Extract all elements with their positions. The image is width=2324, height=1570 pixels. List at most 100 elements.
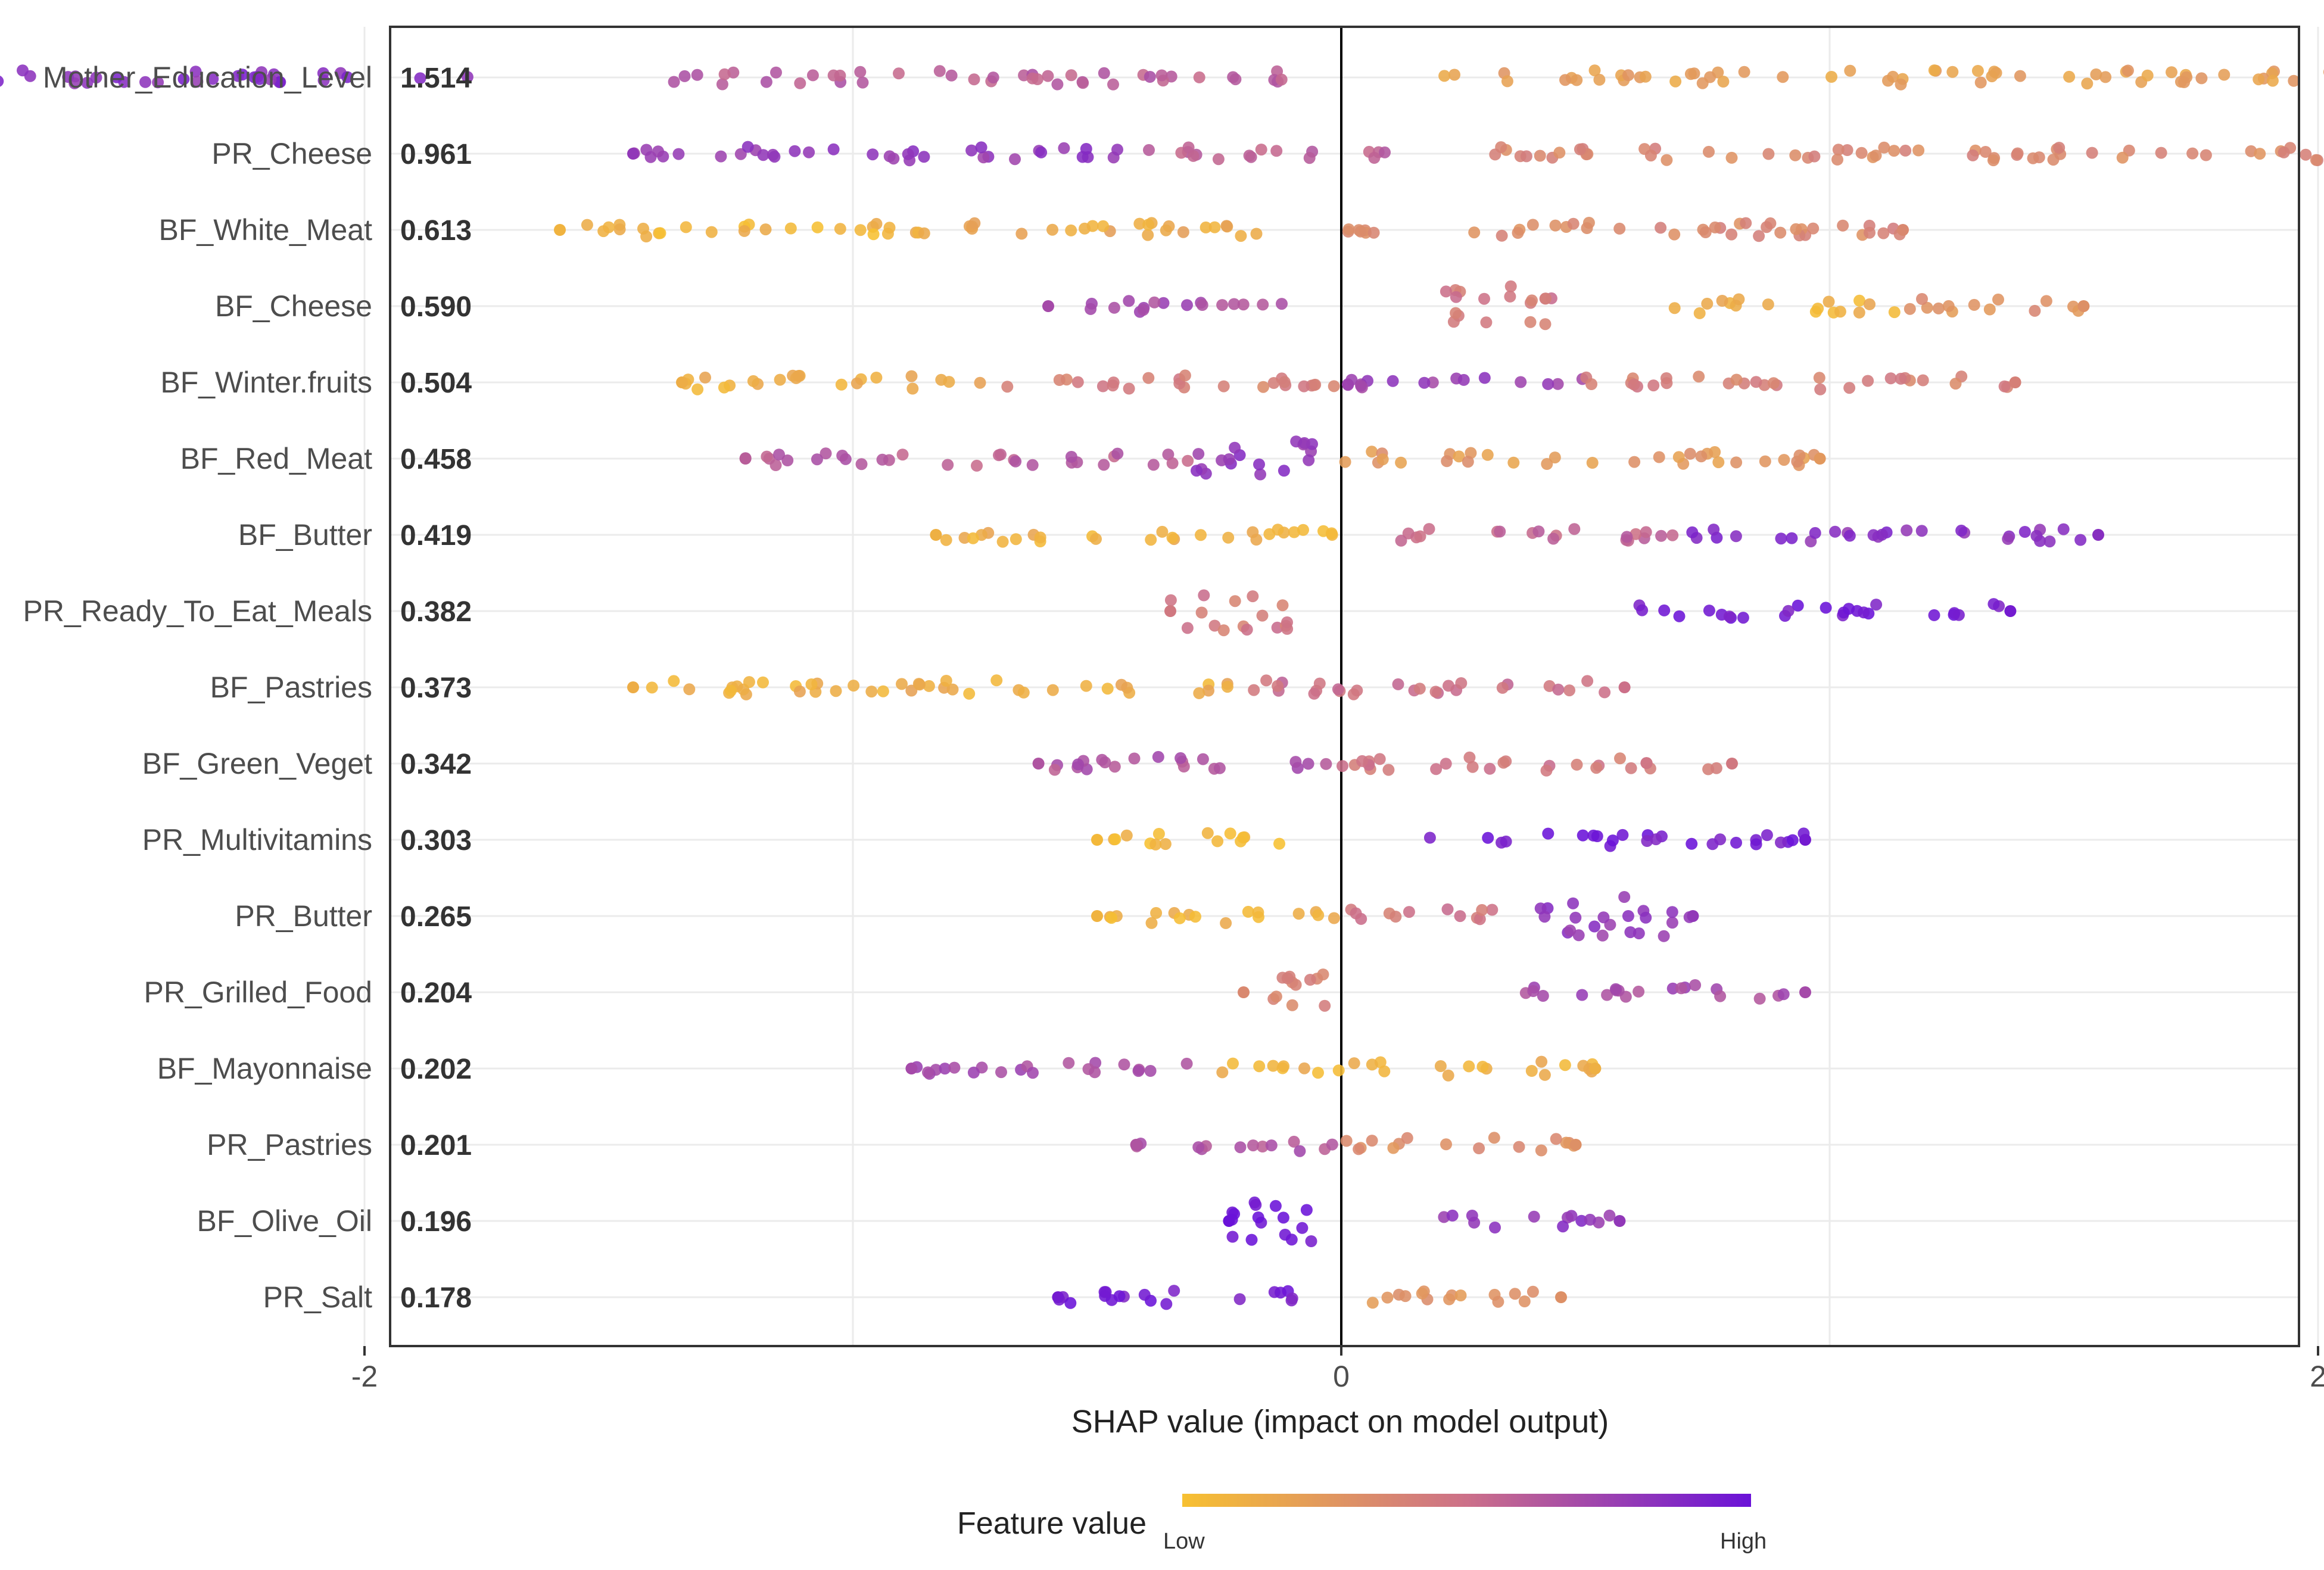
shap-point	[705, 226, 718, 238]
shap-point	[1272, 524, 1284, 536]
shap-point	[724, 684, 737, 697]
shap-point	[1326, 1138, 1338, 1151]
shap-point	[1917, 374, 1929, 387]
shap-point	[1105, 912, 1118, 924]
mean-shap-label: 0.382	[400, 596, 472, 628]
shap-point	[893, 67, 905, 80]
shap-point	[1252, 906, 1264, 918]
shap-point	[974, 376, 986, 389]
shap-point	[1650, 833, 1662, 846]
shap-point	[1486, 904, 1499, 916]
shap-point	[1897, 224, 1909, 236]
shap-point	[1450, 307, 1462, 319]
shap-point	[1111, 447, 1124, 460]
shap-point	[2166, 66, 2177, 79]
shap-point	[1373, 753, 1386, 765]
shap-point	[1304, 974, 1316, 986]
shap-point	[1899, 144, 1912, 157]
shap-point	[1434, 1060, 1447, 1072]
shap-point	[1443, 680, 1454, 692]
shap-point	[793, 686, 806, 697]
shap-point	[2053, 142, 2066, 154]
shap-point	[1625, 762, 1637, 774]
shap-point	[2077, 300, 2090, 312]
feature-label: BF_Red_Meat	[180, 442, 372, 475]
shap-point	[1534, 149, 1546, 162]
shap-point	[1229, 595, 1241, 608]
mean-shap-label: 0.458	[400, 444, 472, 475]
shap-point	[1048, 764, 1061, 776]
shap-point	[81, 77, 94, 89]
shap-point	[1138, 1288, 1151, 1301]
shap-point	[581, 219, 593, 231]
shap-point	[1799, 986, 1811, 998]
shap-point	[1832, 144, 1845, 156]
shap-point	[2011, 147, 2024, 160]
shap-point	[759, 223, 772, 236]
shap-point	[1312, 1067, 1324, 1079]
shap-point	[1441, 455, 1453, 468]
shap-point	[1497, 756, 1510, 769]
shap-point	[1098, 459, 1110, 471]
shap-point	[1211, 835, 1224, 848]
shap-point	[1195, 529, 1207, 541]
shap-point	[1613, 1215, 1626, 1227]
shap-point	[716, 78, 728, 91]
shap-point	[948, 1061, 961, 1074]
shap-point	[2018, 526, 2031, 538]
shap-point	[1526, 294, 1538, 307]
shap-point	[1166, 457, 1179, 469]
shap-point	[1823, 295, 1835, 308]
shap-point	[1955, 524, 1968, 537]
shap-point	[1317, 968, 1329, 981]
shap-point	[1285, 1233, 1298, 1246]
shap-point	[189, 66, 202, 78]
shap-point	[1224, 827, 1236, 840]
shap-point	[1998, 380, 2011, 392]
shap-point	[1640, 526, 1652, 538]
shap-point	[1350, 907, 1362, 920]
shap-point	[760, 76, 772, 88]
shap-point	[887, 152, 900, 165]
shap-point	[2310, 154, 2322, 166]
shap-point	[1701, 297, 1714, 310]
shap-point	[1714, 833, 1727, 846]
shap-point	[1242, 905, 1254, 918]
shap-point	[1693, 307, 1706, 319]
shap-point	[1496, 229, 1508, 242]
shap-point	[1658, 930, 1670, 942]
shap-point	[1395, 456, 1407, 469]
shap-point	[1987, 154, 1999, 167]
shap-point	[1684, 68, 1697, 80]
feature-label: BF_White_Meat	[159, 213, 373, 247]
shap-point	[1237, 831, 1250, 844]
shap-point	[971, 459, 983, 472]
shap-point	[1278, 376, 1291, 388]
shap-point	[1948, 607, 1961, 619]
shap-point	[1298, 1062, 1310, 1074]
shap-point	[1108, 761, 1121, 773]
shap-point	[1537, 990, 1549, 1002]
shap-point	[2278, 146, 2290, 158]
shap-point	[1148, 296, 1161, 309]
shap-point	[1152, 750, 1164, 763]
shap-point	[1710, 762, 1722, 774]
shap-point	[1085, 303, 1097, 315]
shap-point	[554, 224, 566, 236]
shap-point	[2200, 149, 2212, 161]
shap-point	[1130, 1139, 1142, 1151]
shap-point	[1237, 298, 1250, 311]
shap-point	[1831, 153, 1843, 166]
shap-point	[2195, 72, 2208, 85]
shap-point	[2155, 147, 2167, 159]
shap-point	[1942, 300, 1955, 312]
shap-point	[770, 66, 782, 79]
feature-label: BF_Mayonnaise	[157, 1052, 372, 1085]
shap-point	[1292, 908, 1305, 920]
shap-point	[1618, 891, 1631, 903]
shap-point	[1201, 827, 1214, 839]
shap-point	[1252, 1211, 1264, 1223]
shap-point	[1179, 369, 1191, 382]
shap-point	[1971, 65, 1984, 77]
